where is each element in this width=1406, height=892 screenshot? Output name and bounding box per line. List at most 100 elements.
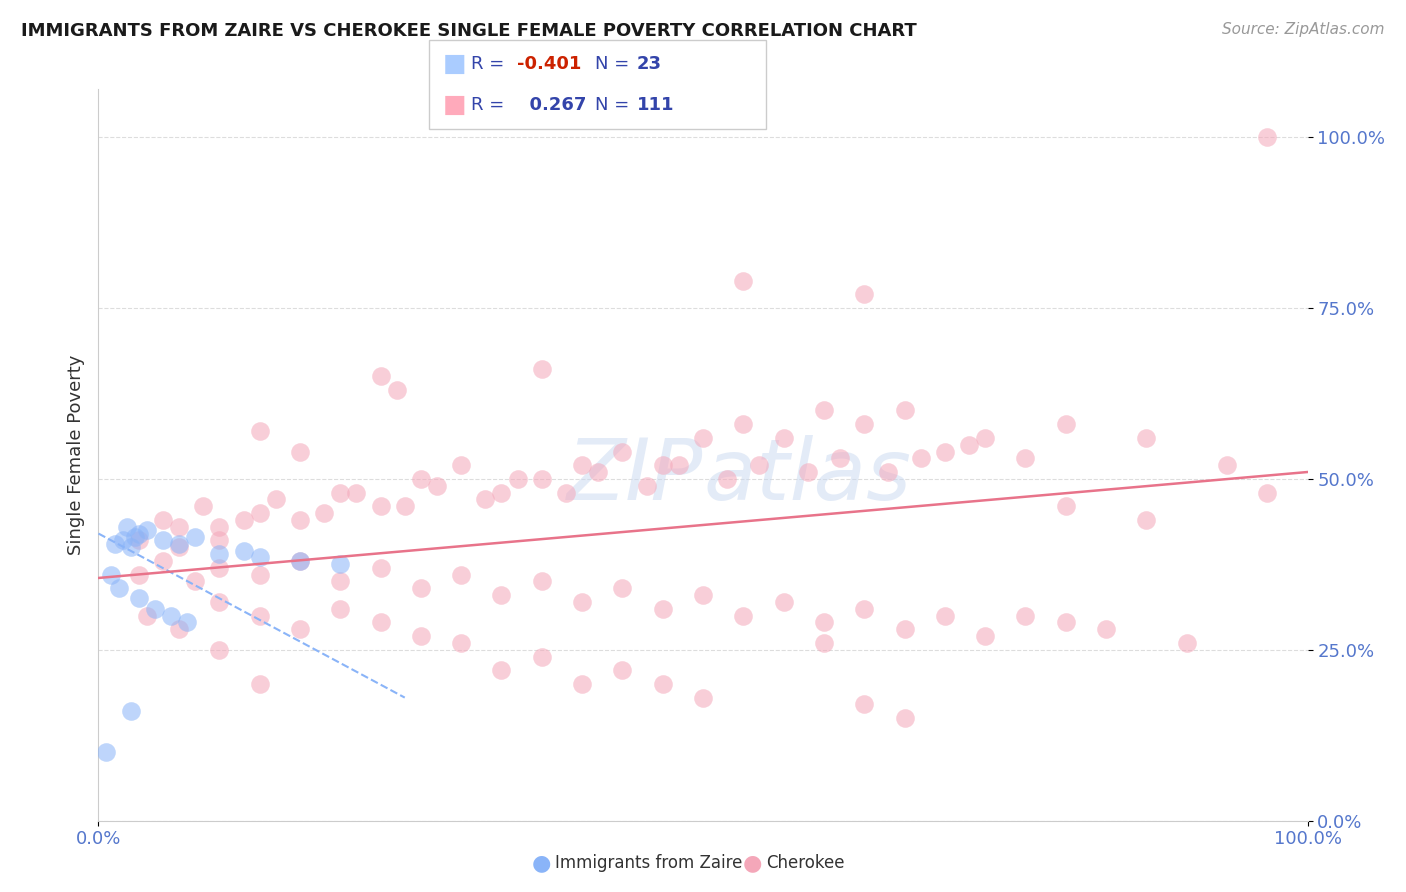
Point — [184, 574, 207, 589]
Point — [314, 506, 336, 520]
Point — [733, 608, 755, 623]
Point — [208, 533, 231, 548]
Point — [571, 595, 593, 609]
Point — [135, 608, 157, 623]
Point — [1256, 130, 1278, 145]
Point — [450, 636, 472, 650]
Point — [877, 465, 900, 479]
Point — [184, 530, 207, 544]
Point — [450, 458, 472, 472]
Point — [692, 431, 714, 445]
Point — [288, 513, 311, 527]
Point — [370, 369, 392, 384]
Point — [772, 431, 794, 445]
Point — [249, 506, 271, 520]
Point — [249, 424, 271, 438]
Point — [264, 492, 287, 507]
Text: ■: ■ — [443, 53, 467, 76]
Point — [651, 677, 673, 691]
Point — [491, 485, 513, 500]
Point — [506, 472, 529, 486]
Point — [530, 574, 553, 589]
Point — [167, 540, 190, 554]
Point — [733, 274, 755, 288]
Point — [1135, 431, 1157, 445]
Point — [651, 601, 673, 615]
Point — [1135, 513, 1157, 527]
Point — [152, 533, 174, 548]
Point — [370, 499, 392, 513]
Point — [1014, 608, 1036, 623]
Point — [96, 745, 118, 759]
Point — [103, 537, 125, 551]
Point — [530, 362, 553, 376]
Point — [571, 677, 593, 691]
Point — [193, 499, 215, 513]
Point — [167, 519, 190, 533]
Point — [135, 523, 157, 537]
Point — [370, 560, 392, 574]
Text: 0.267: 0.267 — [517, 96, 586, 114]
Point — [813, 636, 835, 650]
Point — [176, 615, 198, 630]
Point — [232, 513, 254, 527]
Text: atlas: atlas — [703, 435, 911, 518]
Point — [115, 519, 138, 533]
Point — [208, 519, 231, 533]
Point — [409, 629, 432, 643]
Text: ●: ● — [531, 854, 551, 873]
Point — [491, 588, 513, 602]
Point — [128, 567, 150, 582]
Point — [733, 417, 755, 432]
Text: Cherokee: Cherokee — [766, 855, 845, 872]
Point — [450, 567, 472, 582]
Point — [797, 465, 820, 479]
Point — [1175, 636, 1198, 650]
Text: -0.401: -0.401 — [517, 55, 582, 73]
Point — [893, 403, 915, 417]
Point — [288, 554, 311, 568]
Point — [329, 485, 352, 500]
Point — [974, 629, 997, 643]
Point — [344, 485, 367, 500]
Point — [128, 533, 150, 548]
Point — [934, 444, 956, 458]
Point — [329, 574, 352, 589]
Point — [232, 543, 254, 558]
Text: 23: 23 — [637, 55, 662, 73]
Point — [748, 458, 770, 472]
Y-axis label: Single Female Poverty: Single Female Poverty — [66, 355, 84, 555]
Point — [828, 451, 851, 466]
Point — [143, 601, 166, 615]
Point — [692, 588, 714, 602]
Point — [716, 472, 738, 486]
Point — [1054, 499, 1077, 513]
Point — [208, 642, 231, 657]
Point — [208, 547, 231, 561]
Point — [120, 540, 142, 554]
Point — [474, 492, 496, 507]
Point — [853, 601, 876, 615]
Point — [167, 622, 190, 636]
Text: N =: N = — [595, 55, 634, 73]
Point — [586, 465, 609, 479]
Point — [167, 537, 190, 551]
Point — [772, 595, 794, 609]
Point — [107, 581, 129, 595]
Point — [910, 451, 932, 466]
Point — [152, 513, 174, 527]
Point — [813, 403, 835, 417]
Point — [329, 558, 352, 572]
Point — [288, 444, 311, 458]
Text: 111: 111 — [637, 96, 675, 114]
Point — [491, 663, 513, 677]
Point — [249, 677, 271, 691]
Point — [1054, 615, 1077, 630]
Point — [636, 478, 658, 492]
Text: Source: ZipAtlas.com: Source: ZipAtlas.com — [1222, 22, 1385, 37]
Point — [128, 591, 150, 606]
Point — [853, 698, 876, 712]
Point — [530, 472, 553, 486]
Point — [893, 711, 915, 725]
Point — [111, 533, 134, 548]
